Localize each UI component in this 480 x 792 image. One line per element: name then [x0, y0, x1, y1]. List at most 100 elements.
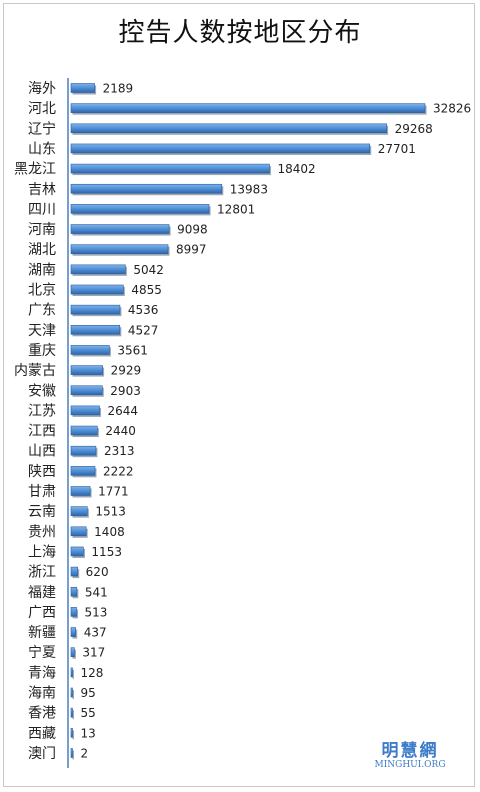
bar: [70, 284, 124, 295]
bar: [70, 324, 121, 335]
watermark-site: MINGHUI.ORG: [374, 760, 446, 770]
bar: [70, 224, 170, 234]
value-label: 1771: [98, 485, 129, 499]
category-label: 吉林: [28, 182, 56, 198]
category-label: 福建: [28, 585, 56, 601]
bar: [70, 345, 110, 355]
category-label: 新疆: [28, 625, 56, 641]
value-label: 3561: [117, 343, 148, 357]
bar: [70, 586, 78, 597]
bar: [70, 526, 87, 537]
category-label: 云南: [28, 504, 56, 520]
value-label: 128: [81, 666, 104, 680]
bar: [70, 163, 270, 174]
value-label: 2313: [104, 444, 135, 458]
category-label: 安徽: [28, 383, 56, 399]
bar: [70, 103, 426, 113]
value-label: 2189: [103, 82, 134, 96]
value-label: 18402: [277, 162, 315, 176]
category-label: 江西: [28, 424, 56, 440]
bar: [70, 405, 100, 416]
category-label: 澳门: [28, 746, 56, 762]
category-label: 西藏: [28, 726, 56, 742]
value-label: 513: [85, 605, 108, 619]
bar-shadow: [72, 710, 74, 720]
value-label: 5042: [133, 263, 164, 277]
bar: [70, 183, 223, 194]
bar-shadow: [72, 669, 74, 679]
value-label: 2929: [111, 364, 142, 378]
bar: [70, 486, 91, 496]
bar: [70, 425, 98, 436]
value-label: 13: [81, 726, 96, 740]
bar: [70, 304, 121, 315]
category-label: 陕西: [28, 464, 56, 480]
bar: [70, 445, 97, 456]
category-label: 北京: [28, 283, 56, 299]
bar: [70, 546, 84, 557]
bar: [70, 566, 78, 577]
category-label: 湖北: [28, 242, 56, 258]
category-label: 重庆: [28, 343, 56, 359]
value-label: 95: [81, 686, 96, 700]
value-label: 2: [81, 746, 89, 760]
bar: [70, 727, 73, 738]
bar: [70, 667, 73, 678]
category-label: 香港: [28, 706, 56, 722]
category-label: 广西: [28, 605, 56, 621]
category-label: 山西: [28, 444, 56, 460]
value-label: 1153: [91, 545, 122, 559]
value-label: 2222: [103, 464, 134, 478]
category-label: 江苏: [28, 403, 56, 419]
bar-shadow: [72, 730, 74, 740]
category-label: 河南: [28, 222, 56, 238]
category-label: 海外: [28, 81, 56, 97]
value-label: 29268: [395, 122, 433, 136]
value-label: 1408: [94, 525, 125, 539]
bar: [70, 687, 73, 698]
value-label: 620: [86, 565, 109, 579]
bar: [70, 627, 77, 637]
bar: [70, 143, 371, 154]
value-label: 55: [81, 706, 96, 720]
value-label: 2644: [108, 404, 139, 418]
chart-frame: [3, 3, 475, 787]
bar-shadow: [72, 690, 74, 699]
watermark-brand: 明慧網: [381, 741, 439, 761]
bar: [70, 466, 96, 476]
category-label: 贵州: [28, 524, 56, 540]
value-label: 4536: [128, 303, 159, 317]
value-label: 437: [84, 626, 107, 640]
bar: [70, 607, 77, 617]
bar: [70, 365, 103, 375]
category-label: 河北: [28, 101, 56, 117]
bar: [70, 123, 387, 134]
value-label: 4855: [131, 283, 162, 297]
bar: [70, 647, 75, 658]
category-label: 宁夏: [28, 644, 56, 661]
value-label: 9098: [177, 223, 208, 237]
value-label: 2440: [105, 424, 136, 438]
category-label: 内蒙古: [14, 363, 56, 379]
minghui-watermark: 明慧網 MINGHUI.ORG: [368, 736, 452, 770]
value-label: 541: [85, 585, 108, 599]
value-label: 1513: [95, 505, 126, 519]
bar: [70, 748, 73, 758]
category-label: 黑龙江: [14, 162, 56, 178]
chart-title: 控告人数按地区分布: [118, 18, 362, 48]
category-label: 山东: [28, 141, 56, 157]
category-label: 上海: [28, 544, 56, 560]
bar: [70, 83, 95, 93]
bar: [70, 264, 126, 275]
bar: [70, 707, 73, 718]
category-label: 广东: [28, 303, 56, 319]
category-label: 甘肃: [28, 484, 56, 500]
value-label: 32826: [433, 102, 471, 116]
category-label: 四川: [28, 202, 56, 218]
category-label: 海南: [28, 686, 56, 702]
category-label: 青海: [28, 665, 56, 681]
value-label: 27701: [378, 142, 416, 156]
category-label: 浙江: [28, 565, 56, 581]
bar: [70, 506, 88, 516]
